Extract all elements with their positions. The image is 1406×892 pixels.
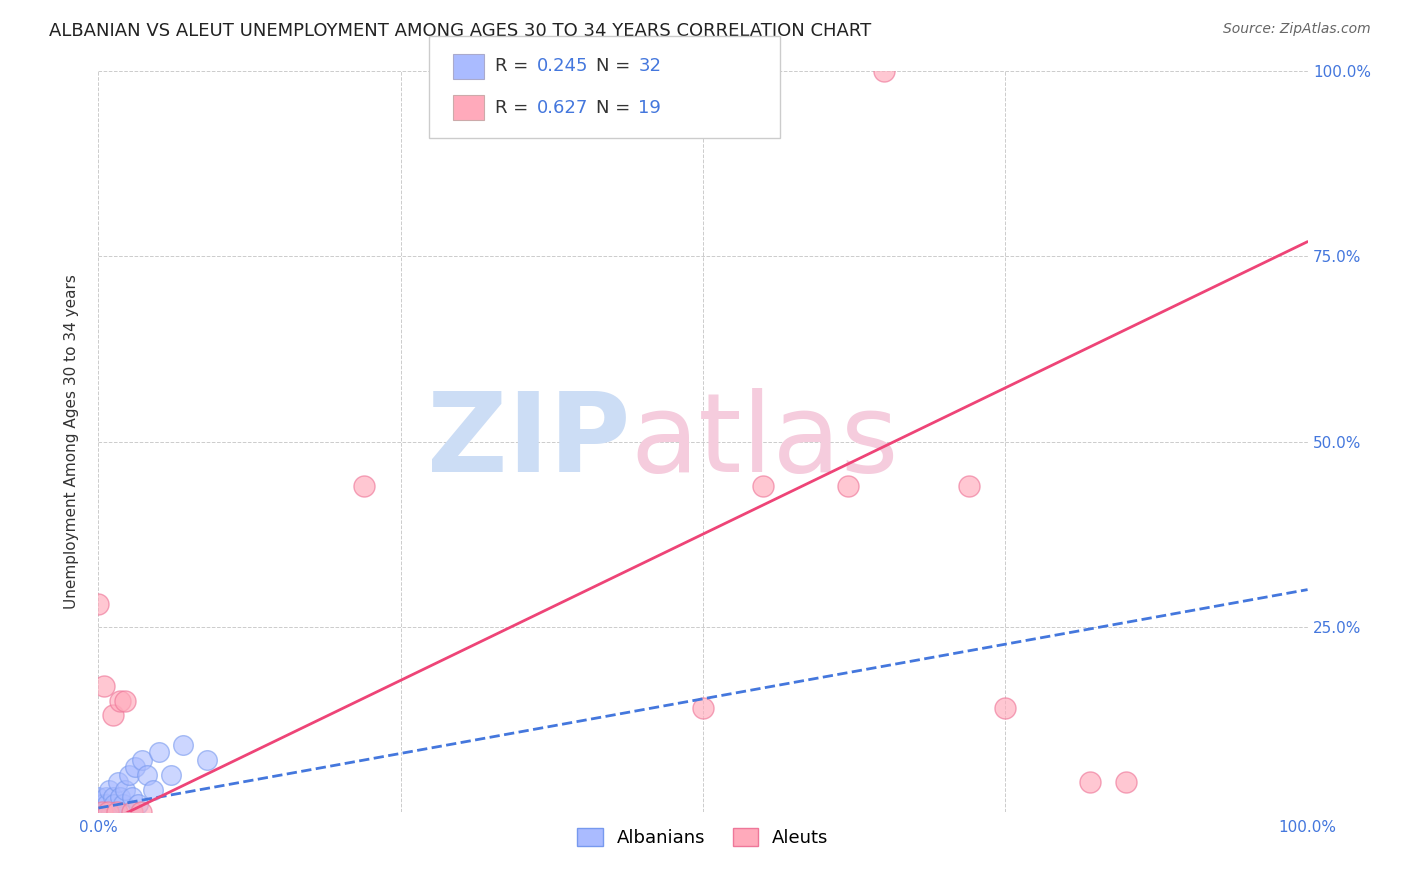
Point xyxy=(121,789,143,804)
Point xyxy=(114,694,136,708)
Point xyxy=(957,479,980,493)
Text: 0.627: 0.627 xyxy=(537,99,589,117)
Point xyxy=(692,701,714,715)
Text: R =: R = xyxy=(495,99,534,117)
Point xyxy=(752,479,775,493)
Point xyxy=(97,805,120,819)
Point xyxy=(111,797,134,812)
Point xyxy=(160,767,183,781)
Point xyxy=(91,805,114,819)
Point xyxy=(87,805,110,819)
Legend: Albanians, Aleuts: Albanians, Aleuts xyxy=(569,821,837,855)
Point xyxy=(87,797,110,812)
Text: 32: 32 xyxy=(638,57,661,75)
Point xyxy=(1115,775,1137,789)
Point xyxy=(127,797,149,812)
Point xyxy=(94,789,117,804)
Point xyxy=(1078,775,1101,789)
Point xyxy=(142,782,165,797)
Text: atlas: atlas xyxy=(630,388,898,495)
Point xyxy=(91,805,114,819)
Text: 19: 19 xyxy=(638,99,661,117)
Point xyxy=(93,679,115,693)
Point xyxy=(87,598,110,612)
Point xyxy=(90,805,112,819)
Point xyxy=(87,789,110,804)
Point xyxy=(114,782,136,797)
Text: Source: ZipAtlas.com: Source: ZipAtlas.com xyxy=(1223,22,1371,37)
Point xyxy=(129,805,152,819)
Point xyxy=(108,789,131,804)
Text: N =: N = xyxy=(596,99,636,117)
Point xyxy=(108,694,131,708)
Point xyxy=(873,64,896,78)
Point xyxy=(118,767,141,781)
Point xyxy=(100,805,122,819)
Point xyxy=(101,708,124,723)
Point xyxy=(93,805,115,819)
Point xyxy=(98,782,121,797)
Text: ALBANIAN VS ALEUT UNEMPLOYMENT AMONG AGES 30 TO 34 YEARS CORRELATION CHART: ALBANIAN VS ALEUT UNEMPLOYMENT AMONG AGE… xyxy=(49,22,872,40)
Point xyxy=(105,805,128,819)
Point xyxy=(135,767,157,781)
Point xyxy=(101,789,124,804)
Point xyxy=(121,805,143,819)
Point xyxy=(131,753,153,767)
Point xyxy=(994,701,1017,715)
Point xyxy=(105,805,128,819)
Point xyxy=(837,479,859,493)
Point xyxy=(103,797,125,812)
Point xyxy=(353,479,375,493)
Text: N =: N = xyxy=(596,57,636,75)
Text: ZIP: ZIP xyxy=(427,388,630,495)
Point xyxy=(91,797,114,812)
Point xyxy=(96,797,118,812)
Point xyxy=(107,775,129,789)
Point xyxy=(97,805,120,819)
Point xyxy=(87,805,110,819)
Point xyxy=(172,738,194,752)
Point xyxy=(124,760,146,774)
Text: R =: R = xyxy=(495,57,534,75)
Point xyxy=(87,805,110,819)
Text: 0.245: 0.245 xyxy=(537,57,589,75)
Point xyxy=(148,746,170,760)
Point xyxy=(195,753,218,767)
Y-axis label: Unemployment Among Ages 30 to 34 years: Unemployment Among Ages 30 to 34 years xyxy=(65,274,79,609)
